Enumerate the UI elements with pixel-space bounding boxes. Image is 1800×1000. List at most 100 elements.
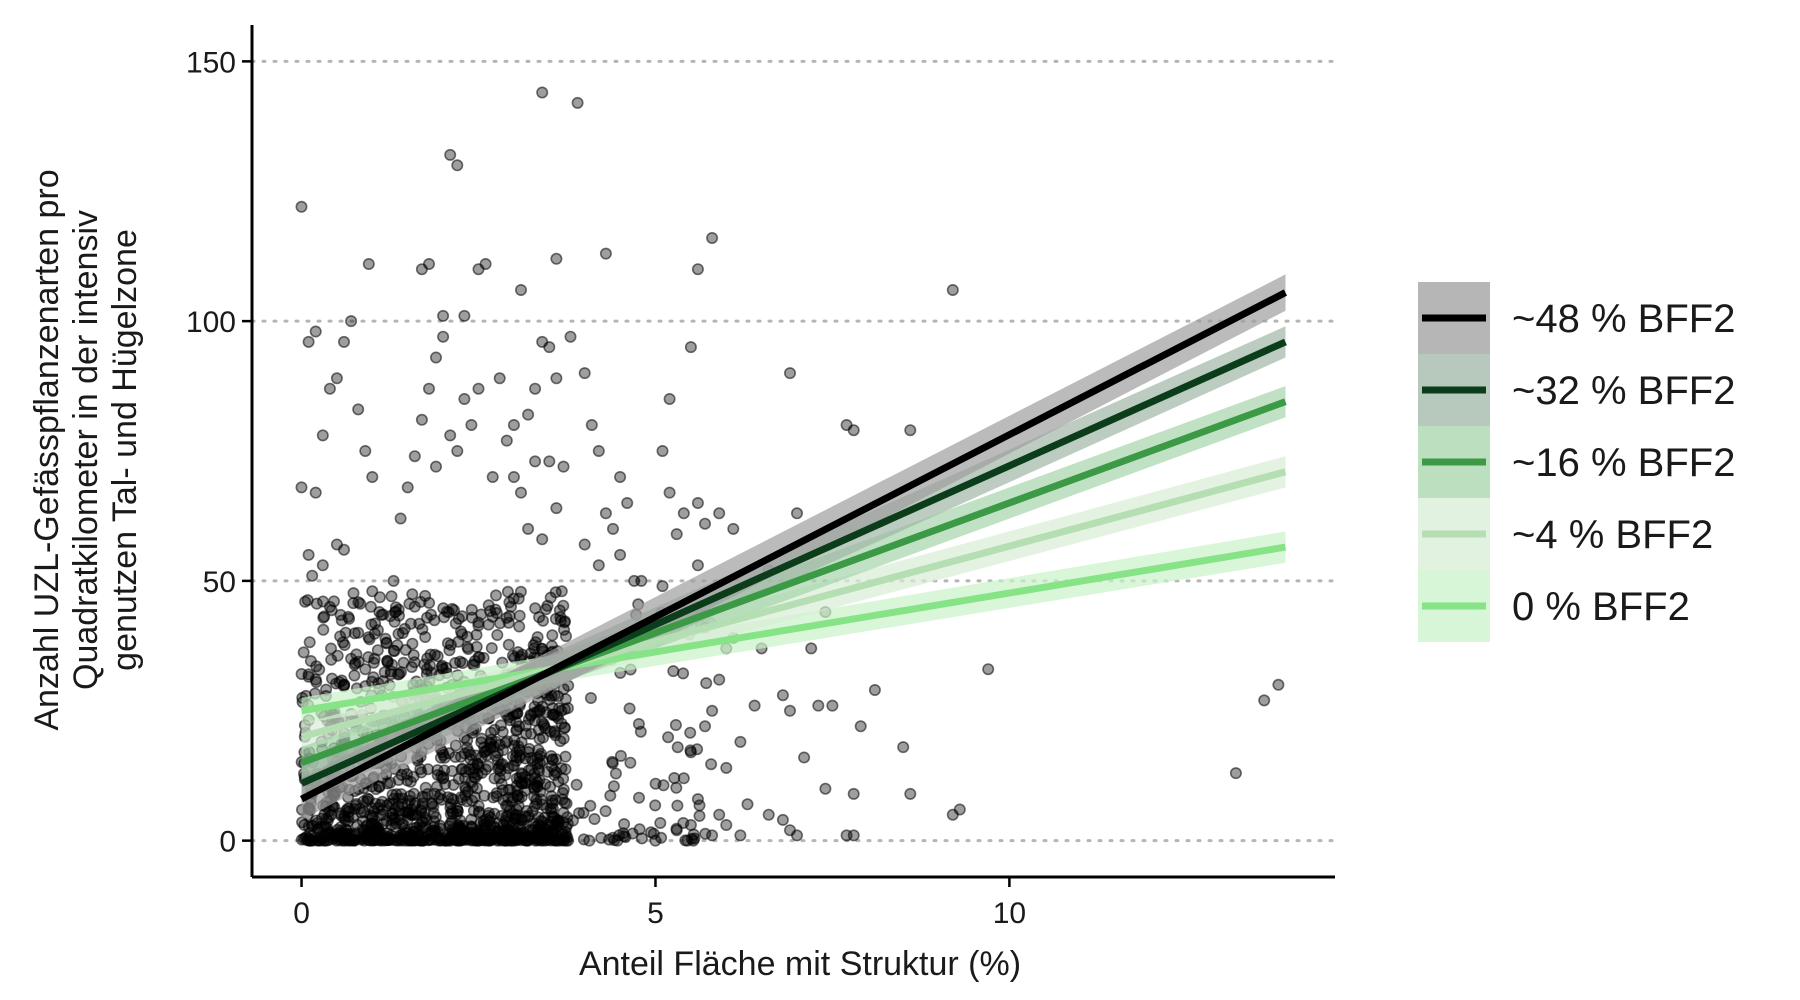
scatter-point [546,753,559,766]
scatter-point [542,821,555,834]
scatter-point [624,756,637,769]
scatter-point [583,834,596,847]
scatter-point [325,653,338,666]
scatter-point [677,507,690,520]
scatter-point [557,599,570,612]
y-tick-label: 100 [186,306,236,339]
scatter-point [668,771,681,784]
scatter-point [609,767,622,780]
y-axis-title-line-1: Anzahl UZL-Gefässpflanzenarten pro [28,169,66,730]
scatter-point [338,638,351,651]
scatter-point [472,619,485,632]
scatter-point [380,636,393,649]
scatter-point [512,819,525,832]
scatter-point [404,617,417,630]
scatter-point [486,470,499,483]
scatter-point [654,816,667,829]
scatter-point [451,159,464,172]
scatter-point [551,815,564,828]
scatter-point [847,787,860,800]
scatter-point [447,793,460,806]
scatter-point [433,819,446,832]
scatter-point [698,517,711,530]
scatter-point [324,642,337,655]
scatter-point [330,372,343,385]
scatter-point [706,704,719,717]
scatter-point [348,669,361,682]
scatter-point [599,507,612,520]
legend-label: ~4 % BFF2 [1512,513,1713,557]
scatter-point [422,382,435,395]
scatter-point [584,691,597,704]
regression-lines [299,289,1288,803]
scatter-point [429,460,442,473]
scatter-point [392,773,405,786]
scatter-point [394,512,407,525]
scatter-point [503,610,516,623]
scatter-point [309,325,322,338]
scatter-point [847,829,860,842]
scatter-point [691,496,704,509]
scatter-point [847,424,860,437]
scatter-point [503,828,516,841]
scatter-point [444,832,457,845]
scatter-point [559,630,572,643]
scatter-point [397,656,410,669]
scatter-point [533,703,546,716]
scatter-point [447,778,460,791]
scatter-point [407,649,420,662]
scatter-point [526,805,539,818]
scatter-point [393,667,406,680]
scatter-point [614,470,627,483]
scatter-point [462,745,475,758]
scatter-point [502,638,515,651]
scatter-point [381,777,394,790]
scatter-point [558,703,571,716]
scatter-point [491,628,504,641]
scatter-point [776,813,789,826]
scatter-point [422,834,435,847]
scatter-point [533,833,546,846]
scatter-point [387,807,400,820]
scatter-point [670,822,683,835]
scatter-point [626,827,639,840]
scatter-point [554,610,567,623]
scatter-point [662,731,675,744]
scatter-point [566,814,579,827]
scatter-point [348,658,361,671]
scatter-point [514,585,527,598]
scatter-point [599,247,612,260]
scatter-point [691,263,704,276]
x-tick-label: 5 [647,897,664,930]
scatter-point [456,628,469,641]
scatter-point [510,754,523,767]
scatter-point [352,403,365,416]
scatter-point [614,749,627,762]
scatter-point [376,808,389,821]
scatter-point [670,781,683,794]
scatter-point [356,814,369,827]
scatter-point [536,335,549,348]
scatter-point [342,815,355,828]
scatter-point [458,392,471,405]
scatter-point [491,833,504,846]
legend: ~48 % BFF2 ~32 % BFF2 ~16 % BFF2 ~4 % BFF2 0… [1418,282,1735,642]
scatter-point [366,470,379,483]
scatter-point [578,538,591,551]
scatter-point [306,820,319,833]
scatter-point [783,704,796,717]
scatter-point [486,610,499,623]
scatter-point [507,470,520,483]
scatter-point [489,589,502,602]
scatter-point [748,699,761,712]
scatter-point [544,780,557,793]
scatter-point [473,830,486,843]
scatter-point [677,772,690,785]
scatter-point [477,651,490,664]
scatter-point [677,667,690,680]
scatter-point [392,792,405,805]
scatter-point [507,418,520,431]
scatter-point [303,636,316,649]
scatter-point [698,720,711,733]
scatter-point [514,486,527,499]
